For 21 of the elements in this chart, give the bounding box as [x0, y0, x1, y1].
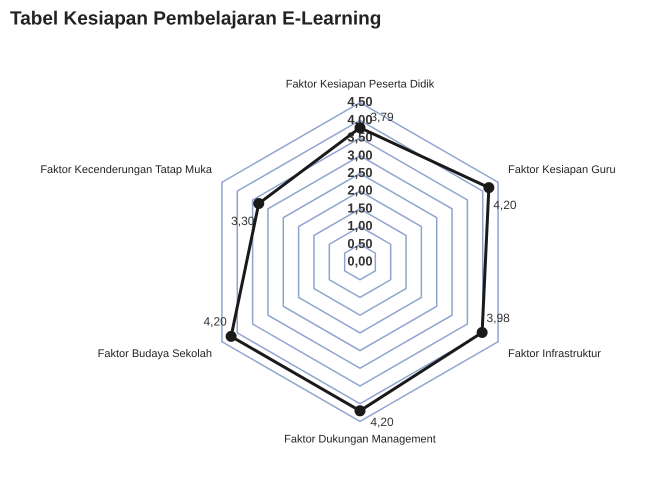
data-label: 3,79: [370, 110, 394, 124]
spoke-label: Faktor Kecenderungan Tatap Muka: [40, 164, 213, 176]
data-label: 4,20: [203, 314, 228, 329]
y-tick-label: 3,00: [347, 147, 373, 162]
y-tick-label: 2,50: [347, 165, 373, 180]
spoke-label: Faktor Infrastruktur: [508, 348, 602, 360]
spoke-label: Faktor Budaya Sekolah: [98, 348, 212, 360]
y-tick-label: 1,00: [347, 218, 373, 234]
spoke-label: Faktor Kesiapan Guru: [508, 164, 616, 176]
y-tick-label: 0,50: [347, 236, 373, 251]
data-label: 4,20: [493, 198, 517, 212]
y-tick-label: 1,50: [347, 200, 373, 216]
data-label: 3,98: [486, 310, 510, 325]
data-label: 4,20: [370, 415, 394, 430]
data-label: 3,30: [231, 214, 255, 228]
spoke-label: Faktor Kesiapan Peserta Didik: [286, 78, 435, 90]
y-tick-label: 2,00: [347, 182, 373, 198]
y-tick-label: 0,00: [347, 254, 373, 269]
spoke-label: Faktor Dukungan Management: [284, 434, 436, 446]
chart-title: Tabel Kesiapan Pembelajaran E-Learning: [10, 8, 382, 30]
y-tick-label: 4,50: [347, 94, 373, 110]
